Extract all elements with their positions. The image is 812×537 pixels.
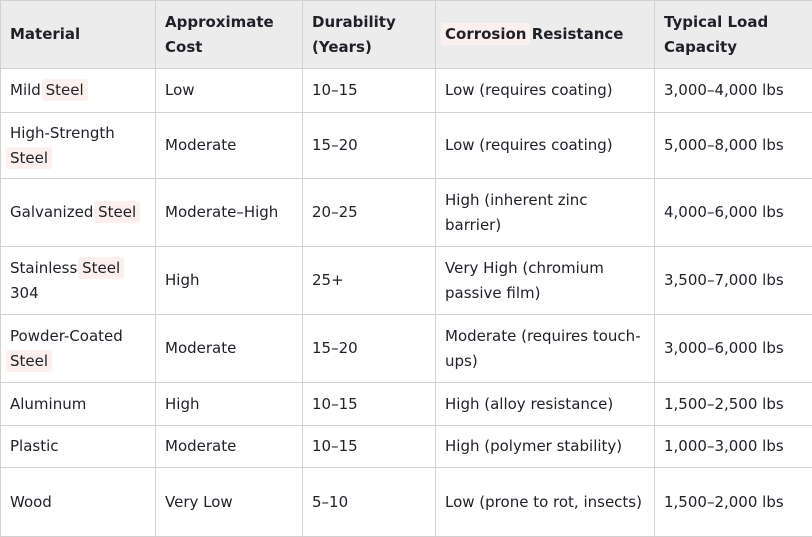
cell-material: Powder-Coated Steel (0, 314, 156, 383)
cell-material: Plastic (0, 425, 156, 468)
cell-durability-years: 15–20 (302, 314, 436, 383)
cell-approximate-cost: Moderate (155, 425, 303, 468)
search-highlight: Steel (41, 79, 88, 101)
search-highlight: Steel (94, 201, 141, 223)
search-highlight: Corrosion (441, 23, 531, 45)
cell-typical-load-capacity: 1,000–3,000 lbs (654, 425, 812, 468)
search-highlight: Steel (6, 349, 53, 372)
cell-typical-load-capacity: 3,500–7,000 lbs (654, 246, 812, 315)
cell-corrosion-resistance: Low (requires coating) (435, 112, 655, 179)
header-cell-typical-load-capacity: Typical Load Capacity (654, 0, 812, 69)
cell-durability-years: 25+ (302, 246, 436, 315)
cell-approximate-cost: Moderate–High (155, 178, 303, 247)
cell-material: Stainless Steel 304 (0, 246, 156, 315)
cell-typical-load-capacity: 4,000–6,000 lbs (654, 178, 812, 247)
search-highlight: Steel (78, 256, 125, 279)
cell-durability-years: 15–20 (302, 112, 436, 179)
table-row: Wood Very Low 5–10 Low (prone to rot, insec… (0, 467, 812, 537)
cell-approximate-cost: Very Low (155, 467, 303, 537)
cell-durability-years: 10–15 (302, 382, 436, 426)
cell-typical-load-capacity: 1,500–2,000 lbs (654, 467, 812, 537)
cell-typical-load-capacity: 5,000–8,000 lbs (654, 112, 812, 179)
search-highlight: Steel (6, 146, 53, 169)
cell-corrosion-resistance: High (polymer stability) (435, 425, 655, 468)
header-row: Material Approximate Cost Durability (Year… (0, 0, 812, 69)
cell-typical-load-capacity: 1,500–2,500 lbs (654, 382, 812, 426)
table-row: Aluminum High 10–15 High (alloy resistance)… (0, 382, 812, 426)
table-header: Material Approximate Cost Durability (Year… (0, 0, 812, 69)
cell-corrosion-resistance: High (alloy resistance) (435, 382, 655, 426)
cell-approximate-cost: High (155, 246, 303, 315)
cell-approximate-cost: Moderate (155, 112, 303, 179)
table-row: Mild Steel Low 10–15 Low (requires coating)… (0, 68, 812, 113)
cell-typical-load-capacity: 3,000–6,000 lbs (654, 314, 812, 383)
cell-corrosion-resistance: Moderate (requires touch-ups) (435, 314, 655, 383)
cell-corrosion-resistance: Very High (chromium passive film) (435, 246, 655, 315)
header-cell-durability-years: Durability (Years) (302, 0, 436, 69)
table-row: Powder-Coated Steel Moderate 15–20 Moderate… (0, 314, 812, 383)
cell-durability-years: 5–10 (302, 467, 436, 537)
header-cell-material: Material (0, 0, 156, 69)
cell-material: Galvanized Steel (0, 178, 156, 247)
cell-approximate-cost: Low (155, 68, 303, 113)
cell-typical-load-capacity: 3,000–4,000 lbs (654, 68, 812, 113)
cell-material: High-Strength Steel (0, 112, 156, 179)
table-row: Stainless Steel 304 High 25+ Very High (chr… (0, 246, 812, 315)
header-cell-corrosion-resistance: Corrosion Resistance (435, 0, 655, 69)
cell-corrosion-resistance: Low (prone to rot, insects) (435, 467, 655, 537)
table-row: Galvanized Steel Moderate–High 20–25 High (… (0, 178, 812, 247)
cell-material: Wood (0, 467, 156, 537)
table-body: Mild Steel Low 10–15 Low (requires coating)… (0, 68, 812, 537)
cell-durability-years: 10–15 (302, 68, 436, 113)
cell-approximate-cost: Moderate (155, 314, 303, 383)
cell-durability-years: 20–25 (302, 178, 436, 247)
cell-material: Mild Steel (0, 68, 156, 113)
cell-corrosion-resistance: High (inherent zinc barrier) (435, 178, 655, 247)
table-row: High-Strength Steel Moderate 15–20 Low (req… (0, 112, 812, 179)
table-row: Plastic Moderate 10–15 High (polymer stabil… (0, 425, 812, 468)
cell-durability-years: 10–15 (302, 425, 436, 468)
cell-corrosion-resistance: Low (requires coating) (435, 68, 655, 113)
cell-material: Aluminum (0, 382, 156, 426)
header-cell-approximate-cost: Approximate Cost (155, 0, 303, 69)
cell-approximate-cost: High (155, 382, 303, 426)
